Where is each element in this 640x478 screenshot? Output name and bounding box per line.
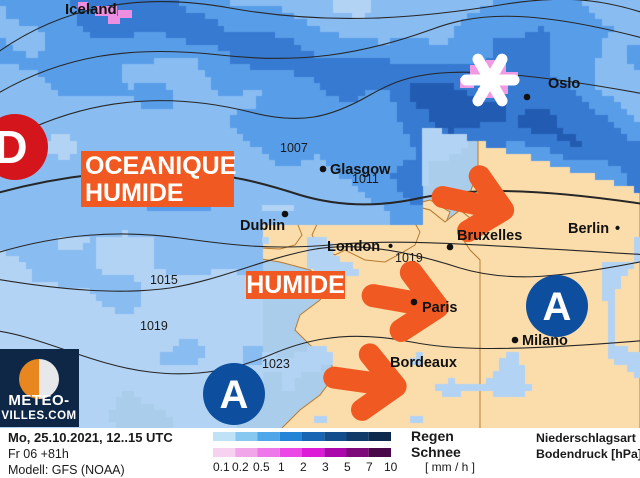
svg-text:•: • bbox=[615, 221, 620, 237]
svg-text:0.2: 0.2 bbox=[232, 460, 249, 474]
svg-text:Mo, 25.10.2021, 12..15 UTC: Mo, 25.10.2021, 12..15 UTC bbox=[8, 430, 173, 445]
svg-text:Regen: Regen bbox=[411, 428, 454, 444]
svg-text:0.1: 0.1 bbox=[213, 460, 230, 474]
svg-text:Bruxelles: Bruxelles bbox=[457, 228, 522, 244]
svg-text:METEO-: METEO- bbox=[8, 392, 69, 409]
svg-text:Milano: Milano bbox=[522, 333, 568, 349]
svg-text:7: 7 bbox=[366, 460, 373, 474]
svg-text:Oslo: Oslo bbox=[548, 76, 580, 92]
svg-text:Schnee: Schnee bbox=[411, 444, 461, 460]
svg-text:10: 10 bbox=[384, 460, 398, 474]
svg-text:Paris: Paris bbox=[422, 300, 457, 316]
svg-text:London: London bbox=[327, 239, 380, 255]
svg-text:0.5: 0.5 bbox=[253, 460, 270, 474]
svg-text:5: 5 bbox=[344, 460, 351, 474]
svg-text:Bordeaux: Bordeaux bbox=[390, 355, 457, 371]
svg-text:VILLES.COM: VILLES.COM bbox=[1, 410, 76, 422]
svg-text:Glasgow: Glasgow bbox=[330, 162, 391, 178]
svg-text:•: • bbox=[388, 239, 393, 255]
svg-text:Niederschlagsart: Niederschlagsart bbox=[536, 431, 636, 445]
svg-text:Dublin: Dublin bbox=[240, 218, 285, 234]
svg-text:Berlin: Berlin bbox=[568, 221, 609, 237]
svg-text:Iceland: Iceland bbox=[65, 1, 117, 18]
svg-text:1: 1 bbox=[278, 460, 285, 474]
svg-text:Modell: GFS (NOAA): Modell: GFS (NOAA) bbox=[8, 463, 125, 477]
svg-text:3: 3 bbox=[322, 460, 329, 474]
svg-text:2: 2 bbox=[300, 460, 307, 474]
svg-text:[ mm / h ]: [ mm / h ] bbox=[425, 460, 475, 474]
svg-text:Bodendruck [hPa]: Bodendruck [hPa] bbox=[536, 447, 640, 461]
svg-text:Fr 06 +81h: Fr 06 +81h bbox=[8, 447, 69, 461]
